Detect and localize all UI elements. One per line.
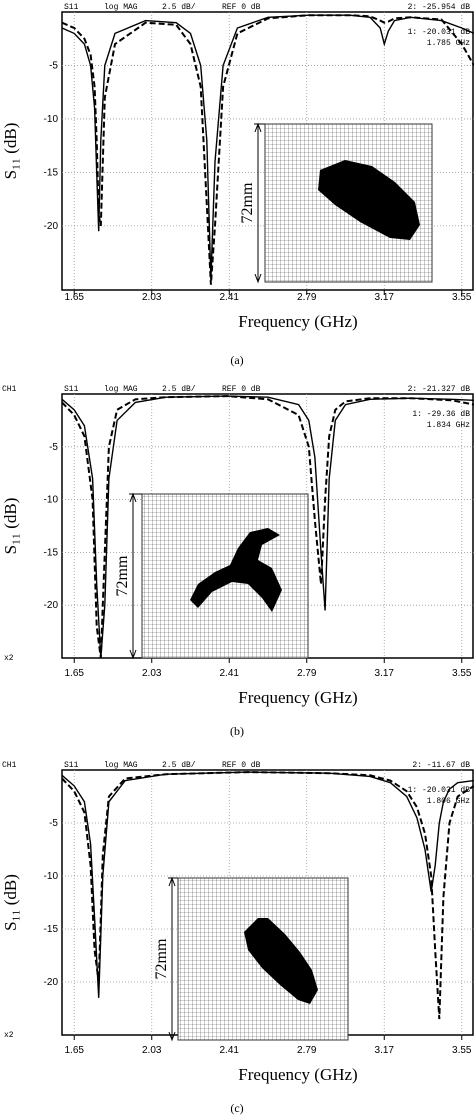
data-line [62, 395, 474, 658]
inset-shape [190, 528, 282, 612]
x-tick-label: 2.79 [297, 668, 317, 679]
x-tick-label: 2.03 [142, 1045, 162, 1056]
header-text: 2.5 dB/ [162, 761, 196, 770]
corner-note: x2 [4, 654, 14, 663]
header-text: REF 0 dB [222, 761, 261, 770]
x-tick-label: 2.41 [220, 668, 240, 679]
channel-label: CH1 [2, 385, 17, 394]
x-tick-label: 2.03 [142, 668, 162, 679]
y-tick-label: -15 [44, 924, 59, 935]
y-tick-label: -5 [49, 60, 58, 71]
x-tick-label: 3.17 [375, 668, 395, 679]
inset-shape [244, 918, 318, 1004]
x-tick-label: 1.65 [65, 292, 85, 303]
x-tick-label: 3.17 [375, 292, 395, 303]
chart-panel: -5 -10 -15 -20 1.65 2.03 2.41 2.79 3.17 3.55 72mm S… [1, 3, 474, 367]
chart-panel: -5 -10 -15 -20 1.65 2.03 2.41 2.79 3.17 3.55 72mm C… [1, 761, 474, 1115]
caption: (c) [230, 1101, 243, 1115]
header-text: log MAG [104, 761, 138, 770]
marker-readout: 2: -21.327 dB [408, 385, 471, 394]
caption: (b) [230, 724, 244, 738]
marker-readout: 1: -20.031 dB [408, 786, 471, 795]
channel-label: CH1 [2, 761, 17, 770]
x-axis-label: Frequency (GHz) [238, 688, 357, 707]
y-tick-label: -10 [44, 114, 59, 125]
y-tick-label: -20 [44, 600, 59, 611]
x-tick-label: 2.79 [297, 292, 317, 303]
y-axis-label: S₁₁ (dB) [1, 123, 20, 180]
y-tick-label: -20 [44, 221, 59, 232]
y-axis-label: S₁₁ (dB) [1, 498, 20, 555]
header-text: S11 [64, 3, 79, 12]
x-tick-label: 3.55 [452, 292, 472, 303]
marker-readout: 2: -11.67 dB [412, 761, 470, 770]
inset-label: 72mm [239, 182, 256, 223]
header-text: S11 [64, 761, 79, 770]
header-text: 2.5 dB/ [162, 385, 196, 394]
y-tick-label: -15 [44, 167, 59, 178]
x-axis-label: Frequency (GHz) [238, 312, 357, 331]
x-tick-label: 3.55 [452, 1045, 472, 1056]
header-text: log MAG [104, 3, 138, 12]
header-text: REF 0 dB [222, 3, 261, 12]
x-tick-label: 3.55 [452, 668, 472, 679]
y-tick-label: -10 [44, 871, 59, 882]
y-tick-label: -5 [49, 442, 58, 453]
header-text: log MAG [104, 385, 138, 394]
header-text: 2.5 dB/ [162, 3, 196, 12]
x-axis-label: Frequency (GHz) [238, 1065, 357, 1084]
x-tick-label: 2.03 [142, 292, 162, 303]
data-line [62, 14, 474, 285]
data-line [62, 771, 474, 1020]
x-tick-label: 3.17 [375, 1045, 395, 1056]
marker-readout: 1.785 GHz [427, 39, 470, 48]
x-tick-label: 2.41 [220, 292, 240, 303]
y-tick-label: -15 [44, 547, 59, 558]
x-tick-label: 2.41 [220, 1045, 240, 1056]
y-tick-label: -20 [44, 977, 59, 988]
marker-readout: 1.806 GHz [427, 797, 470, 806]
marker-readout: 1: -20.031 dB [408, 28, 471, 37]
marker-readout: 1.834 GHz [427, 421, 470, 430]
x-tick-label: 1.65 [65, 1045, 85, 1056]
data-line [62, 771, 474, 998]
header-text: S11 [64, 385, 79, 394]
inset-shape [318, 160, 420, 240]
x-tick-label: 2.79 [297, 1045, 317, 1056]
caption: (a) [230, 353, 243, 367]
marker-readout: 2: -25.954 dB [408, 3, 471, 12]
y-tick-label: -10 [44, 495, 59, 506]
corner-note: x2 [4, 1031, 14, 1040]
inset-label: 72mm [153, 938, 170, 979]
y-axis-label: S₁₁ (dB) [1, 874, 20, 931]
header-text: REF 0 dB [222, 385, 261, 394]
inset-label: 72mm [114, 555, 131, 596]
marker-readout: 1: -29.36 dB [412, 410, 470, 419]
x-tick-label: 1.65 [65, 668, 85, 679]
chart-panel: -5 -10 -15 -20 1.65 2.03 2.41 2.79 3.17 3.55 72mm C… [1, 385, 474, 738]
y-tick-label: -5 [49, 818, 58, 829]
data-line [62, 395, 474, 658]
